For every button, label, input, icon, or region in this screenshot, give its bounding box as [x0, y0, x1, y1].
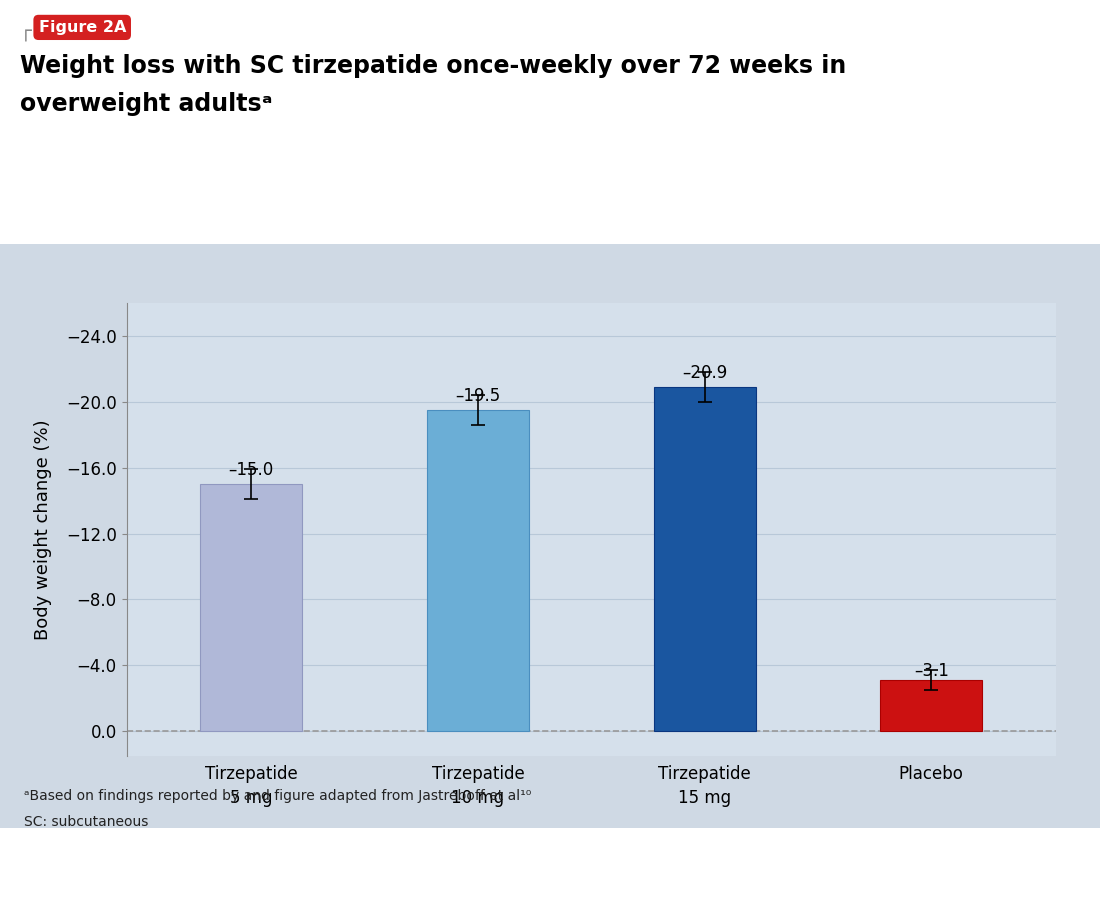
Text: –3.1: –3.1: [914, 662, 948, 680]
Text: Weight loss with SC tirzepatide once-weekly over 72 weeks in: Weight loss with SC tirzepatide once-wee…: [20, 54, 846, 79]
Text: SC: subcutaneous: SC: subcutaneous: [24, 814, 149, 828]
Text: Figure 2A: Figure 2A: [39, 20, 125, 35]
Bar: [653, 387, 756, 731]
Text: –19.5: –19.5: [455, 387, 500, 405]
Text: –15.0: –15.0: [229, 462, 274, 479]
Y-axis label: Body weight change (%): Body weight change (%): [34, 419, 52, 640]
Text: overweight adultsᵃ: overweight adultsᵃ: [20, 92, 273, 117]
Text: ┌: ┌: [20, 23, 32, 42]
Bar: [200, 484, 302, 731]
Text: ᵃBased on findings reported by and figure adapted from Jastreboff et al¹⁰: ᵃBased on findings reported by and figur…: [24, 789, 531, 803]
Bar: [427, 410, 529, 731]
Bar: [880, 680, 982, 731]
Text: –20.9: –20.9: [682, 364, 727, 382]
